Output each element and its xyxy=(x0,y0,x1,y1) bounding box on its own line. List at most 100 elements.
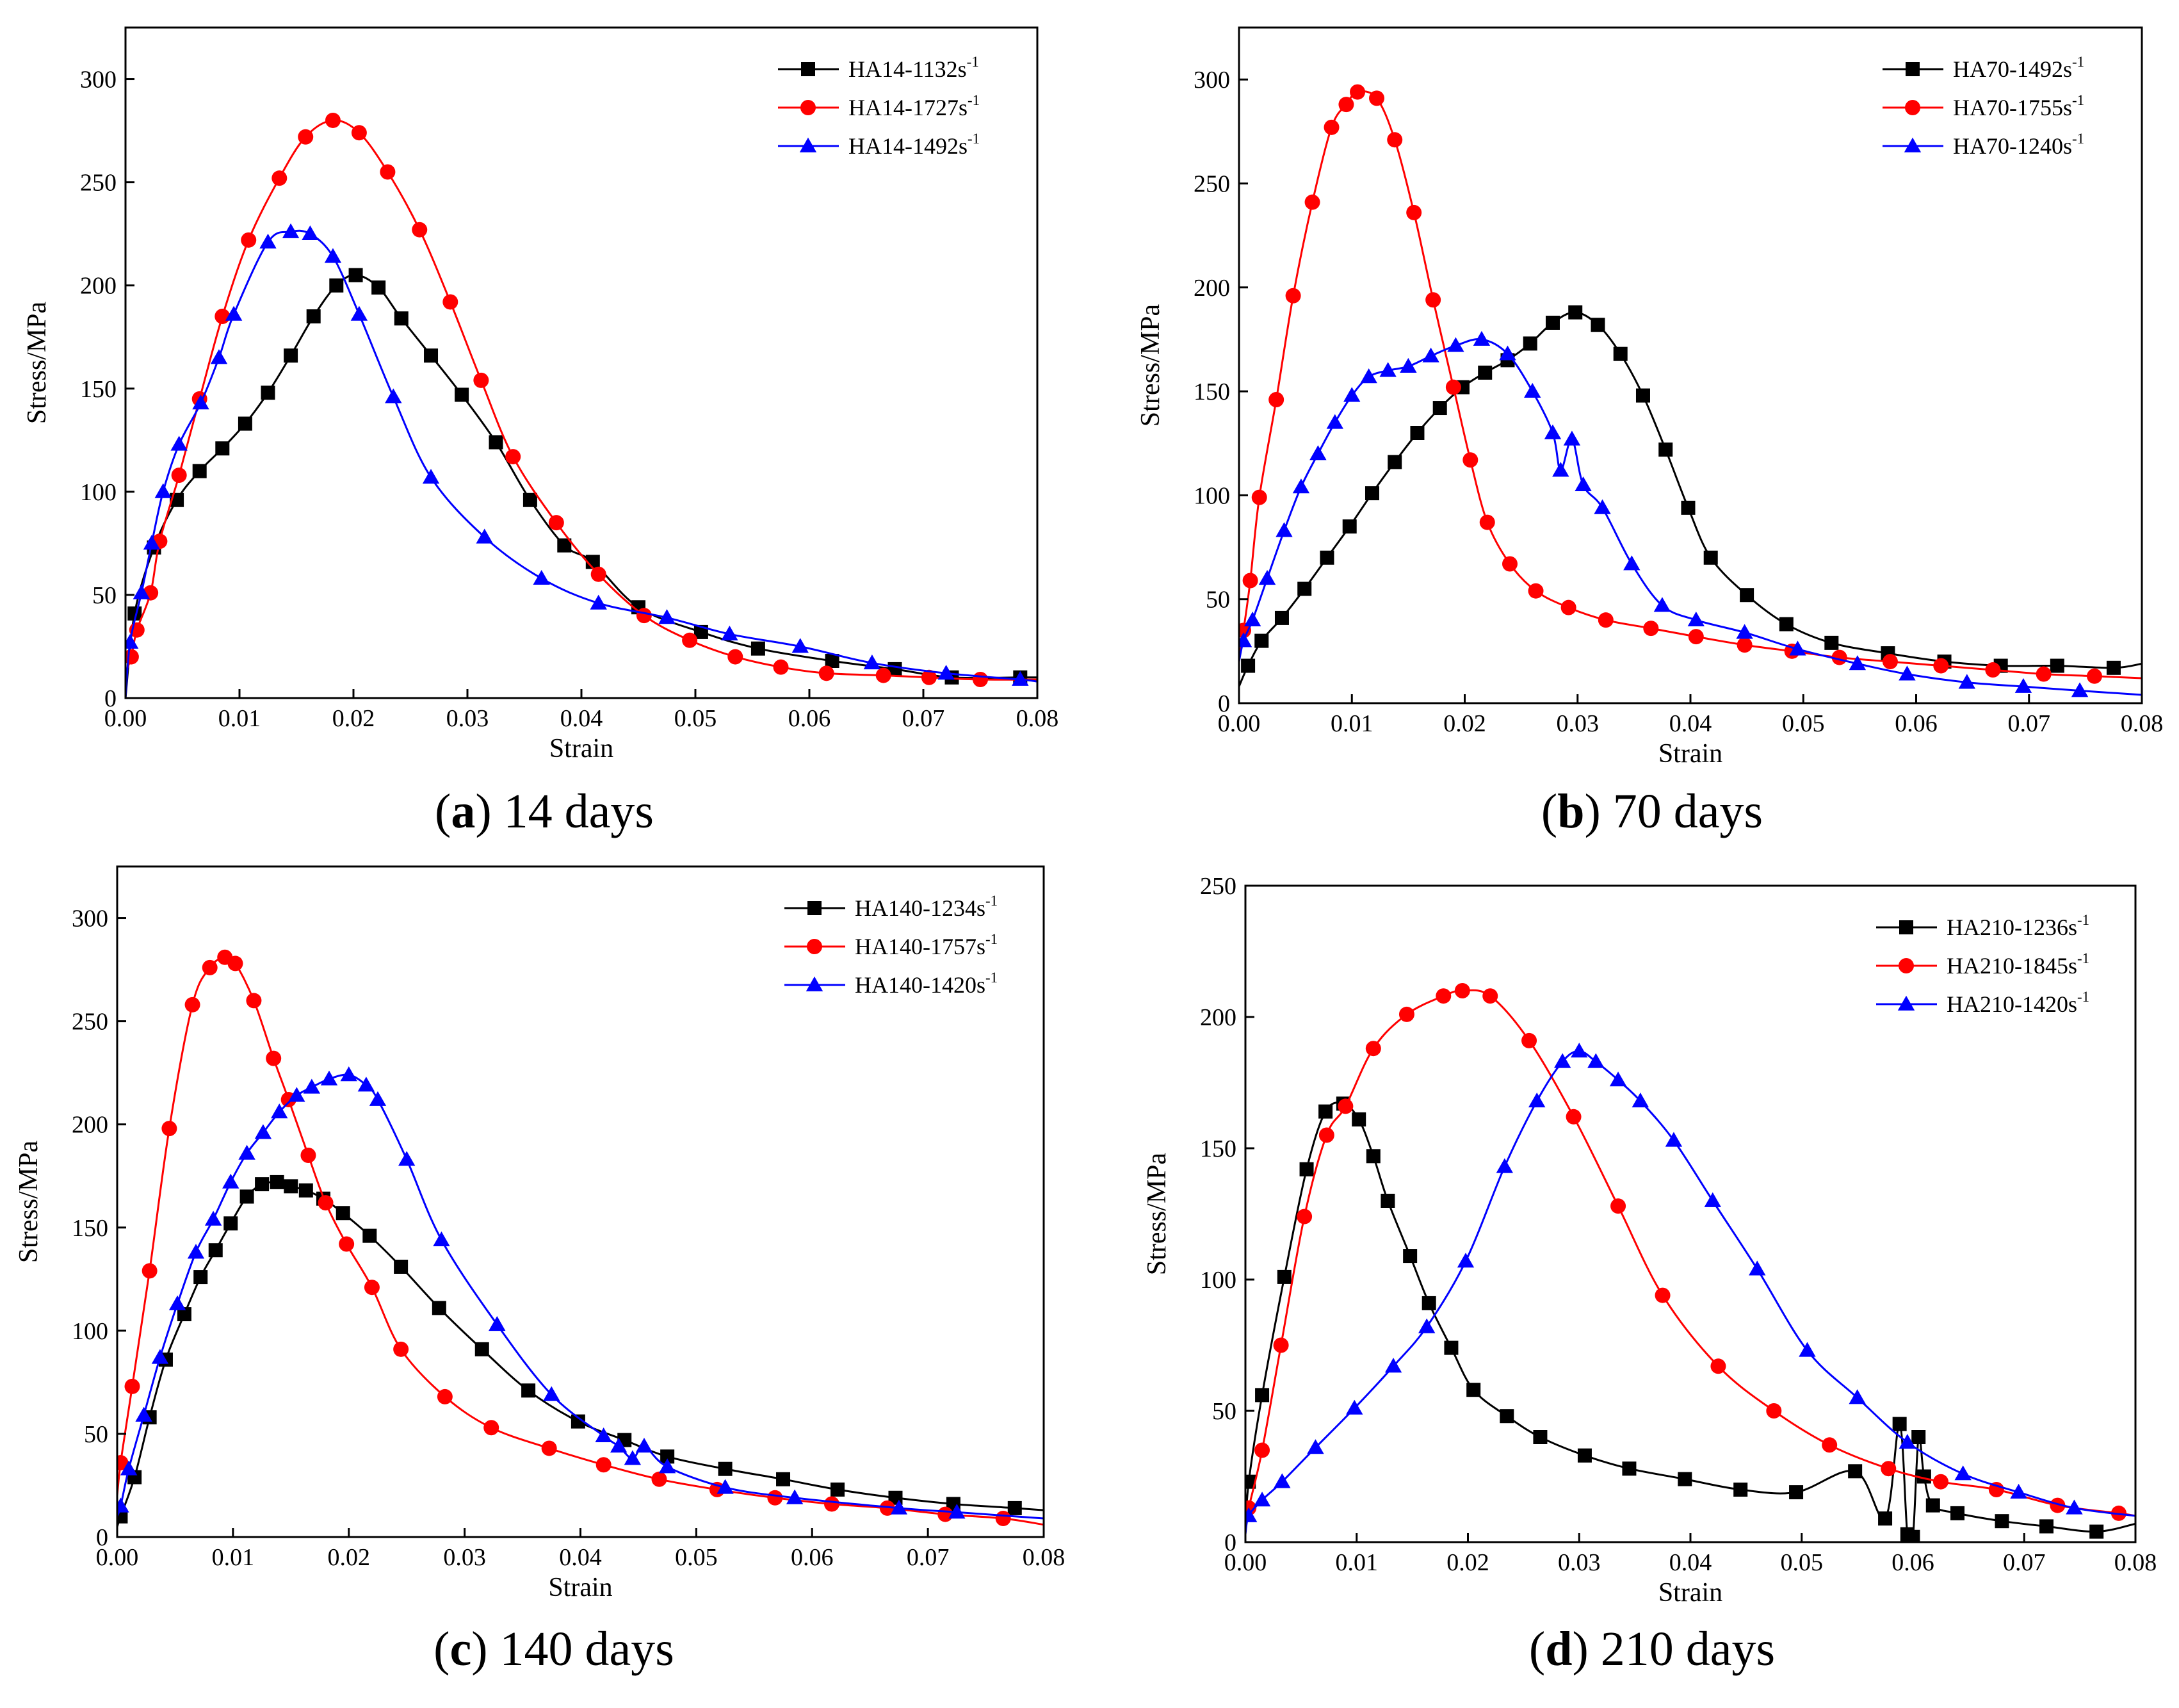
x-tick-label: 0.07 xyxy=(907,1544,950,1571)
x-tick-label: 0.00 xyxy=(104,705,147,732)
data-point xyxy=(1528,1093,1546,1108)
data-point xyxy=(1268,392,1284,408)
data-point xyxy=(362,1228,377,1243)
legend-label: HA70-1240s-1 xyxy=(1953,131,2084,159)
legend-label: HA210-1420s-1 xyxy=(1947,989,2089,1017)
series-line-HA210-1845s-1 xyxy=(1245,989,2135,1529)
y-tick-label: 50 xyxy=(1212,1398,1236,1425)
data-point xyxy=(1563,430,1581,446)
data-point xyxy=(2106,660,2121,675)
data-point xyxy=(2071,682,2089,697)
y-tick-label: 100 xyxy=(80,479,117,506)
data-point xyxy=(624,1450,642,1465)
data-point xyxy=(1523,336,1537,351)
data-point xyxy=(1610,1198,1626,1214)
caption-letter: c xyxy=(450,1622,471,1676)
y-axis-label: Stress/MPa xyxy=(1142,1152,1172,1275)
data-point xyxy=(1318,1127,1334,1143)
data-point xyxy=(1384,1358,1402,1373)
data-point xyxy=(973,672,988,688)
data-point xyxy=(791,638,809,653)
data-point xyxy=(489,1315,506,1331)
series-markers-HA70-1755s-1 xyxy=(1239,84,2102,684)
x-tick-label: 0.00 xyxy=(1224,1549,1267,1576)
x-tick-label: 0.00 xyxy=(1218,710,1261,737)
data-point xyxy=(1892,1417,1907,1431)
data-point xyxy=(1422,347,1439,362)
y-axis-label: Stress/MPa xyxy=(1136,304,1165,427)
data-point xyxy=(1681,500,1696,515)
data-point xyxy=(651,1471,667,1487)
data-point xyxy=(1400,357,1417,373)
data-point xyxy=(336,1206,350,1221)
data-point xyxy=(254,1124,272,1139)
data-point xyxy=(718,1461,733,1476)
x-tick-label: 0.01 xyxy=(212,1544,255,1571)
data-point xyxy=(1365,1041,1381,1057)
data-point xyxy=(1950,1506,1964,1520)
data-point xyxy=(1299,1162,1314,1176)
x-tick-label: 0.01 xyxy=(1336,1549,1379,1576)
data-point xyxy=(1587,1053,1605,1068)
legend-label-superscript: -1 xyxy=(967,54,979,70)
series-markers-HA140-1420s-1 xyxy=(117,1066,966,1519)
data-point xyxy=(1254,633,1269,648)
data-point xyxy=(1577,1448,1592,1463)
x-tick-label: 0.03 xyxy=(446,705,489,732)
data-point xyxy=(2010,1483,2027,1499)
data-point xyxy=(170,435,188,451)
data-point xyxy=(1733,1483,1748,1497)
data-point xyxy=(948,1504,966,1519)
data-point xyxy=(1822,1437,1838,1453)
x-tick-label: 0.05 xyxy=(674,705,717,732)
caption-text: ) 14 days xyxy=(475,785,654,838)
data-point xyxy=(398,1151,416,1166)
data-point xyxy=(1277,1269,1292,1284)
data-point xyxy=(1658,442,1673,457)
data-point xyxy=(154,483,172,498)
panel-c: 0.00 0.01 0.02 0.03 0.04 0.05 0.06 0.07 0.08 0 50 1… xyxy=(14,865,1065,1676)
y-tick-label: 0 xyxy=(96,1524,108,1551)
legend-label: HA140-1420s-1 xyxy=(855,970,998,998)
data-point xyxy=(1241,658,1256,673)
plot-area xyxy=(117,949,1044,1527)
x-tick-label: 0.03 xyxy=(443,1544,486,1571)
legend-label: HA210-1236s-1 xyxy=(1947,912,2089,940)
series-line-HA140-1757s-1 xyxy=(117,956,1044,1526)
data-point xyxy=(298,1183,313,1198)
data-point xyxy=(1878,1511,1893,1526)
data-point xyxy=(1292,478,1310,494)
y-tick-label: 300 xyxy=(72,906,108,932)
y-tick-label: 250 xyxy=(80,170,117,197)
data-point xyxy=(117,1509,128,1524)
data-point xyxy=(151,1349,169,1364)
data-point xyxy=(1365,486,1379,501)
x-tick-label: 0.01 xyxy=(218,705,261,732)
data-point xyxy=(266,1050,282,1066)
data-point xyxy=(1552,462,1569,477)
data-point xyxy=(548,515,564,531)
data-point xyxy=(393,1341,409,1357)
y-tick-label: 50 xyxy=(84,1421,108,1448)
data-point xyxy=(635,1438,653,1453)
data-point xyxy=(222,1173,239,1189)
data-point xyxy=(1655,1287,1671,1303)
data-point xyxy=(1297,582,1312,596)
data-point xyxy=(2086,668,2102,684)
data-point xyxy=(1524,382,1541,398)
caption-letter: b xyxy=(1557,785,1584,838)
x-tick-label: 0.01 xyxy=(1331,710,1373,737)
data-point xyxy=(284,1179,298,1194)
y-tick-label: 100 xyxy=(1194,482,1230,509)
data-point xyxy=(1749,1260,1766,1276)
data-point xyxy=(1245,1474,1256,1489)
data-point xyxy=(271,1103,288,1119)
x-tick-label: 0.04 xyxy=(1669,710,1712,737)
legend-marker xyxy=(799,137,817,152)
series-markers-HA70-1240s-1 xyxy=(1239,330,2089,697)
data-point xyxy=(875,667,891,683)
data-point xyxy=(1360,368,1377,384)
data-point xyxy=(1609,1071,1627,1087)
data-point xyxy=(1499,345,1516,361)
series-markers-HA140-1757s-1 xyxy=(117,949,1011,1527)
